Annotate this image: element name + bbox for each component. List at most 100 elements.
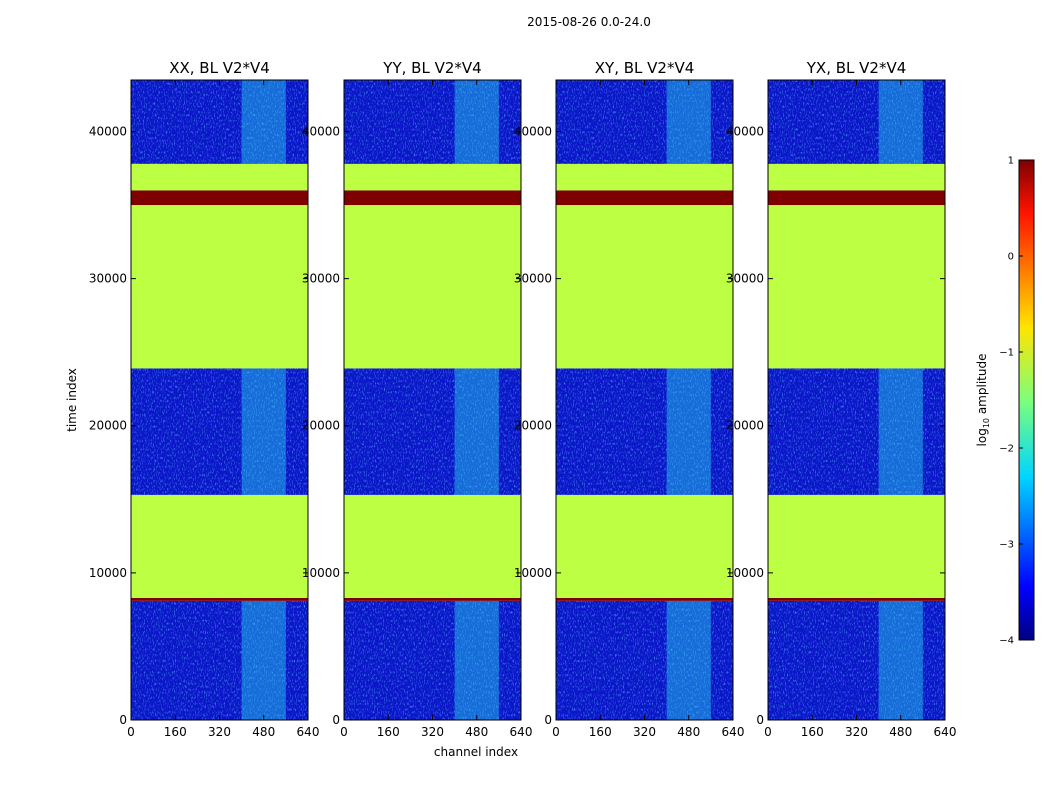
band-1 bbox=[768, 597, 945, 601]
band-5 bbox=[344, 190, 521, 206]
hot-channels-0-0 bbox=[454, 600, 499, 720]
y-tick-label: 40000 bbox=[89, 124, 127, 138]
colorbar-tick-label: 0 bbox=[1008, 252, 1014, 263]
band-4 bbox=[556, 205, 733, 369]
figure-title: 2015-08-26 0.0-24.0 bbox=[527, 15, 651, 29]
y-tick-label: 40000 bbox=[726, 124, 764, 138]
band-2 bbox=[344, 494, 521, 598]
band-texture-7 bbox=[556, 80, 733, 164]
panel-3: YX, BL V2*V4 0 160 320 480 640 0 10000 20000 3000… bbox=[726, 59, 957, 739]
x-tick-label: 640 bbox=[510, 725, 533, 739]
band-texture-0 bbox=[556, 600, 733, 720]
x-tick-label: 320 bbox=[845, 725, 868, 739]
colorbar-tick-label: −1 bbox=[999, 348, 1014, 359]
colorbar: 1 0 −1 −2 −3 −4 log10 amplitude bbox=[975, 156, 1035, 647]
band-texture-3 bbox=[768, 368, 945, 495]
y-tick-label: 0 bbox=[332, 713, 340, 727]
hot-channels-3-0 bbox=[454, 368, 499, 495]
band-texture-0 bbox=[131, 600, 308, 720]
hot-channels-7-0 bbox=[454, 80, 499, 164]
band-texture-3 bbox=[344, 368, 521, 495]
x-tick-label: 320 bbox=[421, 725, 444, 739]
colorbar-label: log10 amplitude bbox=[975, 354, 991, 447]
band-1 bbox=[556, 597, 733, 601]
panel-title: XY, BL V2*V4 bbox=[595, 59, 695, 77]
band-6 bbox=[556, 163, 733, 191]
x-tick-label: 480 bbox=[252, 725, 275, 739]
y-tick-label: 40000 bbox=[302, 124, 340, 138]
x-tick-label: 0 bbox=[340, 725, 348, 739]
band-4 bbox=[768, 205, 945, 369]
band-texture-0 bbox=[344, 600, 521, 720]
band-5 bbox=[556, 190, 733, 206]
colorbar-tick-label: −2 bbox=[999, 444, 1014, 455]
hot-channels-0-0 bbox=[241, 600, 286, 720]
x-tick-label: 320 bbox=[208, 725, 231, 739]
hot-channels-7-0 bbox=[241, 80, 286, 164]
panel-title: YX, BL V2*V4 bbox=[806, 59, 907, 77]
band-6 bbox=[131, 163, 308, 191]
x-tick-label: 160 bbox=[164, 725, 187, 739]
y-tick-label: 0 bbox=[756, 713, 764, 727]
x-tick-label: 0 bbox=[764, 725, 772, 739]
band-2 bbox=[768, 494, 945, 598]
y-tick-label: 30000 bbox=[89, 272, 127, 286]
hot-channels-3-0 bbox=[878, 368, 923, 495]
y-tick-label: 0 bbox=[544, 713, 552, 727]
band-texture-3 bbox=[556, 368, 733, 495]
band-1 bbox=[131, 597, 308, 601]
colorbar-tick-label: 1 bbox=[1008, 156, 1014, 167]
band-texture-3 bbox=[131, 368, 308, 495]
x-tick-label: 0 bbox=[552, 725, 560, 739]
y-axis-label: time index bbox=[65, 368, 79, 432]
y-tick-label: 10000 bbox=[514, 566, 552, 580]
x-tick-label: 320 bbox=[633, 725, 656, 739]
panel-2: XY, BL V2*V4 0 160 320 480 640 0 10000 20000 3000… bbox=[514, 59, 745, 739]
x-tick-label: 480 bbox=[889, 725, 912, 739]
band-1 bbox=[344, 597, 521, 601]
hot-channels-0-0 bbox=[666, 600, 711, 720]
y-tick-label: 30000 bbox=[302, 272, 340, 286]
band-4 bbox=[131, 205, 308, 369]
x-tick-label: 640 bbox=[722, 725, 745, 739]
x-tick-label: 480 bbox=[465, 725, 488, 739]
y-tick-label: 10000 bbox=[726, 566, 764, 580]
x-tick-label: 0 bbox=[127, 725, 135, 739]
x-tick-label: 640 bbox=[934, 725, 957, 739]
y-tick-label: 30000 bbox=[514, 272, 552, 286]
band-5 bbox=[768, 190, 945, 206]
y-tick-label: 20000 bbox=[514, 419, 552, 433]
panels: XX, BL V2*V4 0 160 320 480 640 0 10000 20000 3000… bbox=[89, 59, 957, 739]
band-5 bbox=[131, 190, 308, 206]
panel-title: XX, BL V2*V4 bbox=[169, 59, 270, 77]
x-tick-label: 160 bbox=[377, 725, 400, 739]
panel-1: YY, BL V2*V4 0 160 320 480 640 0 10000 20000 3000… bbox=[302, 59, 533, 739]
band-texture-7 bbox=[344, 80, 521, 164]
hot-channels-3-0 bbox=[666, 368, 711, 495]
x-tick-label: 480 bbox=[677, 725, 700, 739]
y-tick-label: 20000 bbox=[89, 419, 127, 433]
band-texture-7 bbox=[131, 80, 308, 164]
y-tick-label: 10000 bbox=[89, 566, 127, 580]
y-tick-label: 0 bbox=[119, 713, 127, 727]
hot-channels-0-0 bbox=[878, 600, 923, 720]
x-axis-label: channel index bbox=[434, 745, 518, 759]
y-tick-label: 20000 bbox=[302, 419, 340, 433]
colorbar-gradient bbox=[1018, 159, 1035, 641]
colorbar-tick-label: −3 bbox=[999, 540, 1014, 551]
band-texture-7 bbox=[768, 80, 945, 164]
x-tick-label: 160 bbox=[589, 725, 612, 739]
y-tick-label: 20000 bbox=[726, 419, 764, 433]
hot-channels-7-0 bbox=[666, 80, 711, 164]
band-6 bbox=[344, 163, 521, 191]
panel-title: YY, BL V2*V4 bbox=[382, 59, 481, 77]
y-tick-label: 40000 bbox=[514, 124, 552, 138]
colorbar-ticks: 1 0 −1 −2 −3 −4 bbox=[999, 156, 1023, 647]
y-tick-label: 10000 bbox=[302, 566, 340, 580]
band-4 bbox=[344, 205, 521, 369]
panel-0: XX, BL V2*V4 0 160 320 480 640 0 10000 20000 3000… bbox=[89, 59, 320, 739]
x-tick-label: 640 bbox=[297, 725, 320, 739]
hot-channels-3-0 bbox=[241, 368, 286, 495]
band-texture-0 bbox=[768, 600, 945, 720]
